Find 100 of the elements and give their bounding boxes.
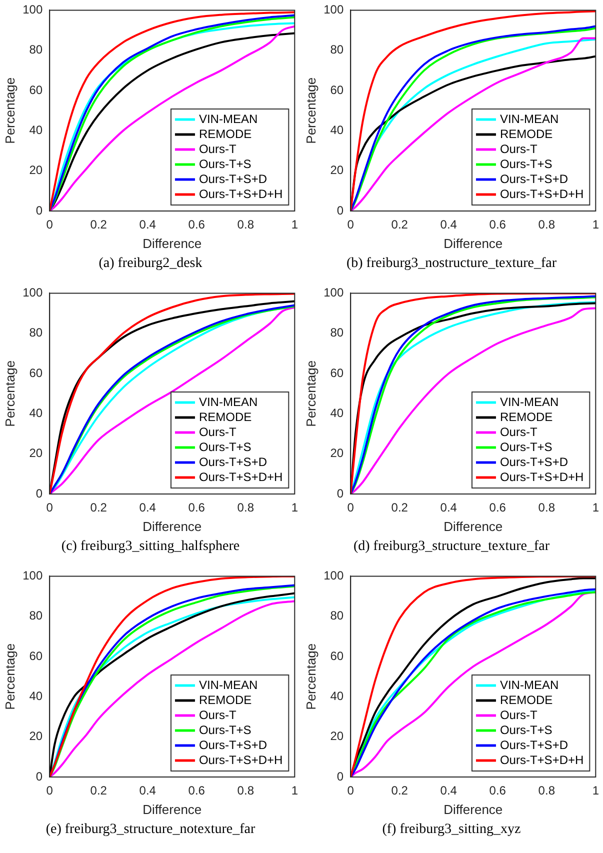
legend-label: Ours-T	[500, 424, 538, 439]
y-tick-label: 40	[330, 406, 344, 420]
y-tick-label: 20	[29, 163, 43, 178]
legend-label: REMODE	[198, 126, 252, 141]
text: (b) freiburg3_nostructure_texture_far	[345, 255, 558, 273]
x-tick-label: 1	[291, 784, 298, 798]
text: (e) freiburg3_structure_notexture_far	[44, 821, 256, 839]
legend-label: Ours-T+S+D+H	[198, 186, 283, 201]
x-tick-label: 0.6	[188, 784, 206, 798]
legend-label: Ours-T	[198, 142, 237, 156]
legend-label: Ours-T	[500, 708, 538, 722]
x-tick-label: 0.6	[188, 218, 206, 232]
x-tick-label: 0.2	[391, 500, 408, 515]
x-tick-label: 0.8	[237, 218, 254, 232]
y-tick-label: 20	[29, 446, 43, 460]
y-tick-label: 80	[330, 42, 344, 57]
x-tick-label: 0.4	[139, 500, 156, 515]
text: (a) freiburg2_desk	[98, 255, 204, 273]
text: (c) freiburg3_sitting_halfsphere	[60, 538, 241, 556]
x-tick-label: 0.6	[188, 500, 206, 515]
x-tick-label: 0.8	[237, 500, 254, 515]
x-tick-label: 0.8	[538, 500, 556, 515]
x-tick-label: 0.2	[90, 218, 108, 232]
y-axis-title: Percentage	[2, 360, 18, 427]
legend-label: Ours-T+S	[198, 722, 252, 737]
y-axis-title: Percentage	[303, 77, 318, 144]
x-tick-label: 0	[46, 500, 54, 515]
legend-label: Ours-T+S	[198, 440, 252, 454]
x-tick-label: 0.4	[440, 784, 458, 798]
legend-label: REMODE	[198, 410, 252, 424]
x-tick-label: 0.4	[440, 218, 458, 232]
legend-label: Ours-T+S	[198, 156, 252, 171]
x-tick-label: 0.2	[391, 784, 408, 798]
y-tick-label: 60	[29, 82, 43, 97]
legend-label: Ours-T+S+D	[500, 172, 568, 186]
y-tick-label: 100	[324, 286, 344, 300]
legend-label: VIN-MEAN	[198, 394, 258, 409]
y-tick-label: 80	[330, 326, 344, 340]
y-axis-title: Percentage	[303, 360, 318, 427]
x-tick-label: 0.2	[90, 784, 108, 798]
x-tick-label: 0	[347, 218, 354, 232]
y-tick-label: 80	[29, 42, 43, 57]
x-tick-label: 0	[347, 500, 354, 515]
y-tick-label: 60	[29, 648, 43, 663]
x-axis-title: Difference	[444, 236, 503, 251]
y-tick-label: 20	[330, 446, 344, 460]
y-tick-label: 40	[29, 122, 43, 137]
x-axis-title: Difference	[444, 518, 503, 534]
x-tick-label: 0.4	[139, 218, 156, 232]
x-tick-label: 0.6	[489, 218, 506, 232]
y-tick-label: 60	[330, 82, 344, 97]
y-tick-label: 60	[29, 366, 43, 380]
y-tick-label: 0	[336, 769, 344, 784]
legend-label: Ours-T	[198, 708, 237, 722]
legend-label: Ours-T+S	[500, 440, 552, 454]
x-tick-label: 0.4	[440, 500, 458, 515]
x-tick-label: 0.8	[237, 784, 254, 798]
legend-label: Ours-T	[198, 424, 237, 439]
x-tick-label: 1	[291, 218, 298, 232]
y-tick-label: 0	[36, 203, 43, 218]
legend-label: Ours-T+S	[500, 722, 552, 737]
y-tick-label: 80	[29, 608, 43, 623]
text: (f) freiburg3_sitting_xyz	[381, 821, 522, 839]
legend-label: REMODE	[500, 126, 553, 141]
x-axis-title: Difference	[142, 236, 202, 251]
y-tick-label: 40	[29, 688, 43, 703]
legend-label: VIN-MEAN	[198, 678, 258, 692]
legend-label: VIN-MEAN	[500, 394, 559, 409]
y-tick-label: 60	[330, 366, 344, 380]
legend-label: VIN-MEAN	[500, 678, 559, 692]
legend-label: Ours-T+S+D+H	[500, 470, 584, 484]
y-tick-label: 0	[36, 486, 43, 500]
y-tick-label: 0	[336, 486, 344, 500]
x-tick-label: 0.2	[90, 500, 108, 515]
legend-label: Ours-T+S+D	[198, 738, 268, 752]
y-tick-label: 0	[336, 203, 344, 218]
legend-label: REMODE	[500, 692, 553, 707]
y-tick-label: 100	[324, 2, 344, 17]
legend-label: Ours-T+S+D	[198, 454, 268, 469]
y-tick-label: 60	[330, 648, 344, 663]
x-tick-label: 0.8	[538, 218, 556, 232]
legend-label: REMODE	[198, 692, 252, 707]
y-tick-label: 80	[330, 608, 344, 623]
y-tick-label: 100	[22, 568, 43, 583]
legend-label: Ours-T+S	[500, 156, 552, 171]
y-tick-label: 100	[22, 2, 43, 17]
y-tick-label: 100	[22, 286, 43, 300]
y-tick-label: 0	[36, 769, 43, 784]
y-tick-label: 40	[330, 688, 344, 703]
x-tick-label: 1	[592, 218, 600, 232]
x-tick-label: 0	[46, 784, 54, 798]
legend-label: VIN-MEAN	[500, 112, 559, 126]
x-tick-label: 0.8	[538, 784, 556, 798]
x-tick-label: 0	[347, 784, 354, 798]
x-tick-label: 0	[46, 218, 54, 232]
y-tick-label: 20	[29, 729, 43, 744]
x-axis-title: Difference	[142, 518, 202, 534]
y-axis-title: Percentage	[2, 77, 18, 144]
legend-label: Ours-T+S+D+H	[198, 470, 283, 484]
x-tick-label: 0.6	[489, 500, 506, 515]
